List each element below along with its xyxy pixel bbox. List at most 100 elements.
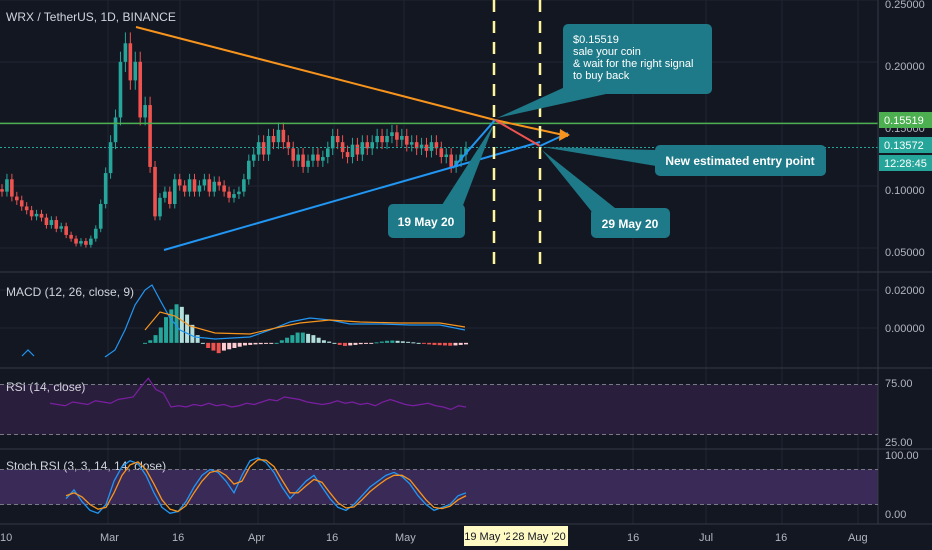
macd-bar bbox=[237, 342, 242, 347]
candle bbox=[390, 132, 394, 136]
candle bbox=[296, 154, 300, 161]
macd-bar bbox=[285, 337, 290, 343]
candle bbox=[340, 142, 345, 153]
y-tick-label: 0.10000 bbox=[885, 185, 925, 197]
macd-bar bbox=[390, 340, 395, 343]
macd-bar bbox=[274, 342, 279, 344]
macd-bar bbox=[258, 342, 263, 345]
candle bbox=[84, 241, 88, 245]
stoch-rsi-band bbox=[0, 469, 878, 505]
candle bbox=[158, 197, 162, 217]
candle bbox=[182, 185, 187, 192]
macd-bar bbox=[332, 342, 337, 344]
macd-bar bbox=[321, 340, 326, 343]
candle bbox=[335, 136, 340, 143]
macd-tick-label: 0.00000 bbox=[885, 323, 925, 335]
macd-bar bbox=[395, 340, 400, 343]
resistance-price-label: 0.15519 bbox=[884, 115, 924, 127]
candle bbox=[93, 228, 98, 239]
candle bbox=[128, 43, 133, 81]
candlestick-series bbox=[0, 32, 468, 248]
candle bbox=[19, 200, 24, 207]
price-axis[interactable]: 0.25000 0.20000 0.15000 0.10000 0.05000 … bbox=[879, 0, 932, 521]
callout-sell: $0.15519 sale your coin & wait for the r… bbox=[497, 24, 712, 118]
macd-bar bbox=[369, 342, 374, 344]
candle bbox=[24, 206, 29, 211]
candle bbox=[325, 148, 330, 158]
candle bbox=[370, 142, 375, 149]
macd-bar bbox=[358, 342, 363, 345]
candle bbox=[172, 179, 177, 204]
candle bbox=[400, 136, 404, 140]
candle bbox=[355, 144, 360, 155]
rsi-title[interactable]: RSI (14, close) bbox=[6, 380, 85, 394]
macd-bar bbox=[179, 306, 184, 343]
candle bbox=[276, 129, 281, 143]
macd-bar bbox=[353, 342, 358, 345]
macd-bar bbox=[227, 342, 232, 350]
candle bbox=[153, 166, 157, 217]
candle bbox=[148, 105, 152, 167]
stoch-tick-label: 0.00 bbox=[885, 509, 906, 521]
candle bbox=[44, 217, 49, 226]
candle bbox=[168, 191, 172, 204]
y-tick-label: 0.25000 bbox=[885, 0, 925, 11]
macd-bar bbox=[342, 342, 347, 346]
candle bbox=[34, 213, 39, 217]
candle bbox=[39, 213, 44, 218]
rsi-tick-label: 25.00 bbox=[885, 437, 913, 449]
time-axis[interactable]: 10 Mar 16 Apr 16 May 16 Jul 16 Aug 19 Ma… bbox=[0, 526, 868, 546]
macd-bar bbox=[385, 340, 390, 343]
candle bbox=[375, 136, 379, 143]
candle bbox=[143, 105, 147, 118]
macd-title[interactable]: MACD (12, 26, close, 9) bbox=[6, 285, 134, 299]
candle bbox=[192, 179, 197, 192]
rsi-tick-label: 75.00 bbox=[885, 378, 913, 390]
candle bbox=[464, 148, 468, 155]
macd-bar bbox=[437, 342, 442, 346]
candle bbox=[321, 157, 325, 161]
candle bbox=[424, 144, 429, 151]
candle bbox=[64, 226, 68, 235]
candle bbox=[138, 61, 143, 118]
date-badge-28-may bbox=[510, 526, 568, 546]
candle bbox=[242, 179, 246, 192]
candle bbox=[113, 117, 118, 143]
countdown-badge bbox=[879, 155, 932, 171]
candle bbox=[222, 185, 226, 192]
macd-bar bbox=[453, 342, 458, 346]
macd-bar bbox=[327, 341, 332, 343]
macd-bar bbox=[169, 309, 174, 343]
macd-bar bbox=[264, 342, 269, 344]
macd-bar bbox=[306, 333, 311, 343]
candle bbox=[247, 160, 251, 180]
macd-tick-label: 0.02000 bbox=[885, 285, 925, 297]
callout-19-may: 19 May 20 bbox=[388, 124, 494, 238]
macd-bar bbox=[232, 342, 237, 348]
candle bbox=[429, 142, 434, 151]
candle bbox=[54, 220, 59, 229]
candle bbox=[439, 148, 444, 158]
projection-arrow-icon bbox=[559, 129, 570, 141]
candle bbox=[207, 179, 212, 192]
macd-bar bbox=[427, 342, 432, 345]
candle bbox=[103, 173, 108, 204]
candle bbox=[49, 220, 54, 226]
candle bbox=[29, 210, 34, 217]
macd-bar bbox=[411, 342, 416, 344]
candle bbox=[414, 142, 419, 149]
candle bbox=[123, 43, 128, 62]
rsi-band bbox=[0, 384, 878, 435]
candle bbox=[74, 238, 78, 244]
macd-bar bbox=[300, 332, 305, 343]
candle bbox=[89, 238, 93, 245]
macd-line bbox=[104, 284, 466, 358]
macd-bar bbox=[211, 342, 216, 351]
candle bbox=[380, 136, 384, 143]
candle bbox=[256, 142, 261, 155]
candle bbox=[232, 194, 236, 198]
candle bbox=[345, 152, 350, 158]
symbol-title[interactable]: WRX / TetherUS, 1D, BINANCE bbox=[6, 10, 176, 24]
candle bbox=[350, 144, 355, 158]
